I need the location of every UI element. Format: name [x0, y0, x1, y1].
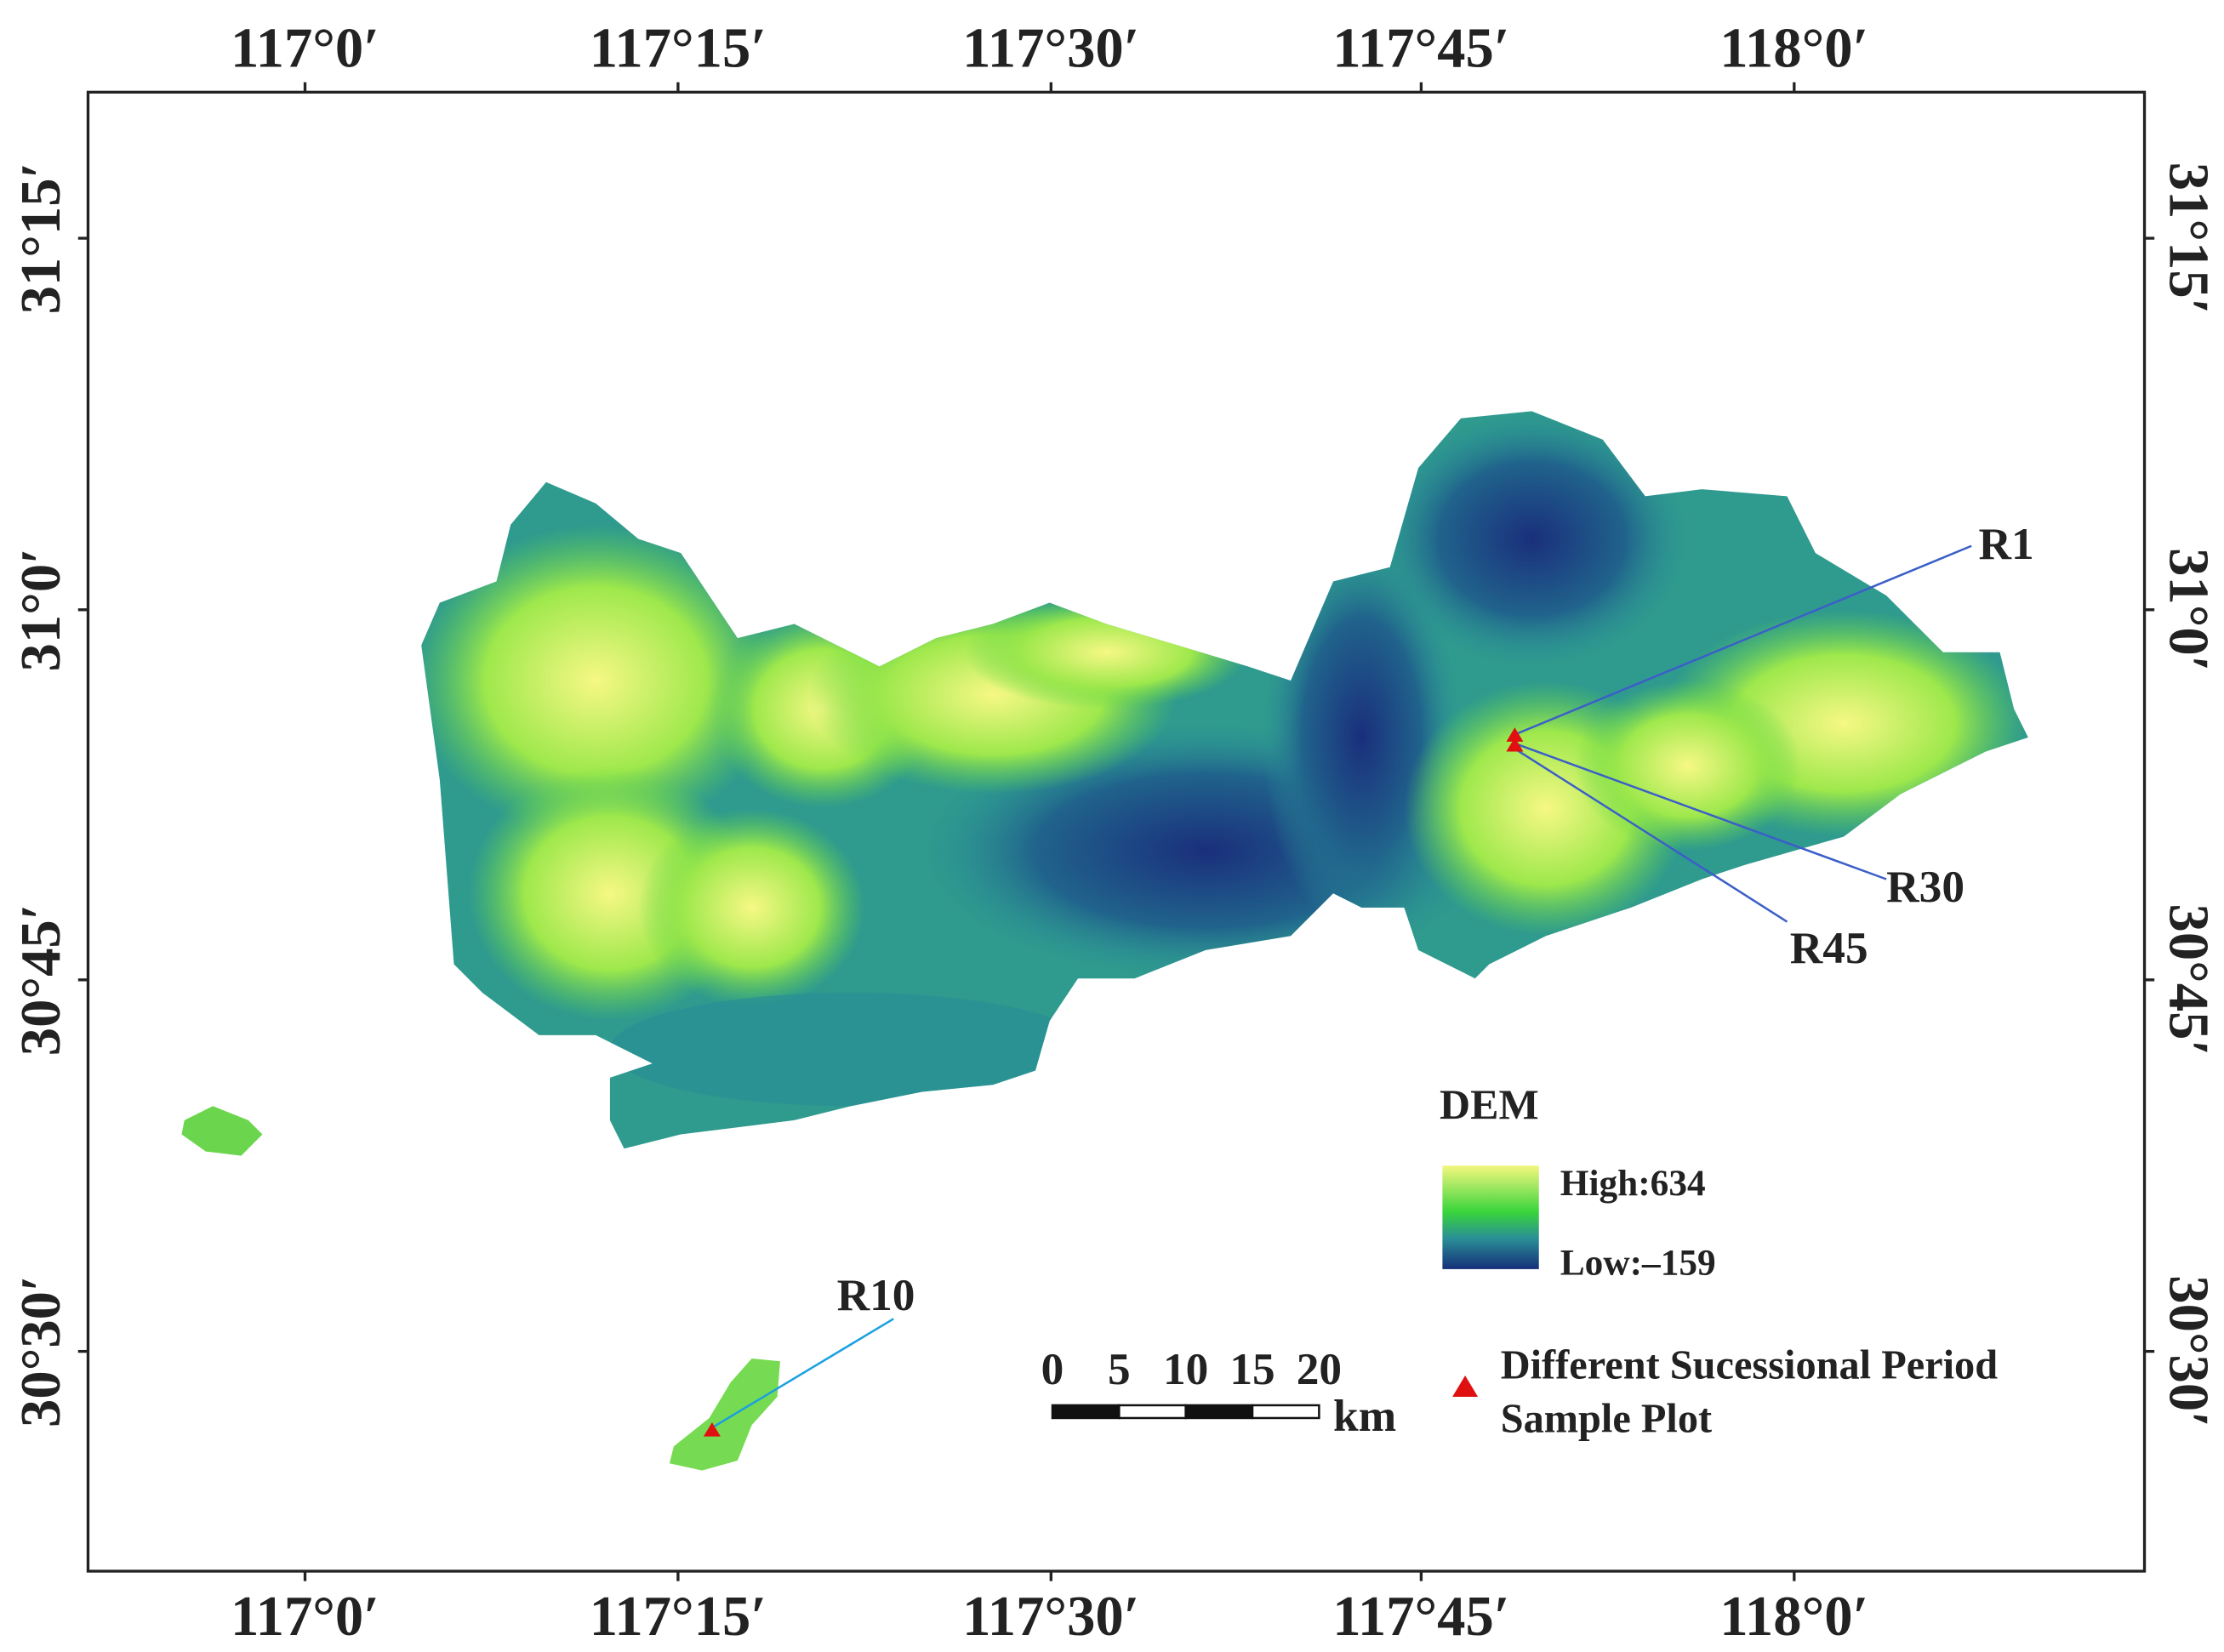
latitude-label: 31°0′ — [10, 548, 72, 671]
longitude-label: 117°30′ — [962, 1586, 1139, 1648]
latitude-label: 30°30′ — [2158, 1275, 2220, 1427]
plot-label: R10 — [837, 1269, 915, 1320]
latitude-label: 31°15′ — [2158, 162, 2220, 315]
longitude-label: 118°0′ — [1719, 1586, 1868, 1648]
longitude-label: 117°15′ — [590, 1586, 767, 1648]
scale-unit: km — [1333, 1390, 1396, 1441]
scale-tick-label: 20 — [1297, 1343, 1342, 1394]
plot-label: R30 — [1886, 861, 1965, 912]
scale-bar — [1051, 1404, 1320, 1420]
scale-tick-label: 15 — [1229, 1343, 1275, 1394]
scale-tick-label: 5 — [1108, 1343, 1131, 1394]
longitude-label: 117°0′ — [231, 1586, 379, 1648]
longitude-label: 117°45′ — [1332, 1586, 1509, 1648]
dem-raster — [421, 411, 2028, 1149]
legend-high: High:634 — [1560, 1163, 1706, 1204]
sample-plot-markers — [703, 727, 1524, 1437]
latitude-label: 30°45′ — [2158, 904, 2220, 1057]
longitude-label: 117°15′ — [590, 17, 767, 79]
island — [669, 1358, 780, 1471]
plot-label: R1 — [1979, 518, 2034, 569]
longitude-label: 117°30′ — [962, 17, 1139, 79]
latitude-label: 31°0′ — [2158, 548, 2220, 671]
scale-tick-label: 10 — [1163, 1343, 1208, 1394]
legend-symbol — [1452, 1375, 1479, 1397]
latitude-label: 30°45′ — [10, 904, 72, 1057]
leader-lines — [708, 544, 1972, 1431]
latitude-label: 30°30′ — [10, 1275, 72, 1427]
latitude-label: 31°15′ — [10, 162, 72, 315]
legend-ramp — [1442, 1165, 1539, 1269]
longitude-label: 117°0′ — [231, 17, 379, 79]
longitude-label: 118°0′ — [1719, 17, 1868, 79]
legend-low: Low:–159 — [1560, 1243, 1716, 1284]
legend-title: DEM — [1440, 1080, 1539, 1128]
plot-label: R45 — [1790, 922, 1868, 973]
island — [181, 1106, 263, 1156]
legend-symbol-text: Sample Plot — [1501, 1397, 1712, 1442]
map-frame — [86, 90, 2147, 1573]
legend-symbol-text: Different Sucessional Period — [1501, 1342, 1998, 1387]
longitude-label: 117°45′ — [1332, 17, 1509, 79]
scale-tick-label: 0 — [1041, 1343, 1064, 1394]
